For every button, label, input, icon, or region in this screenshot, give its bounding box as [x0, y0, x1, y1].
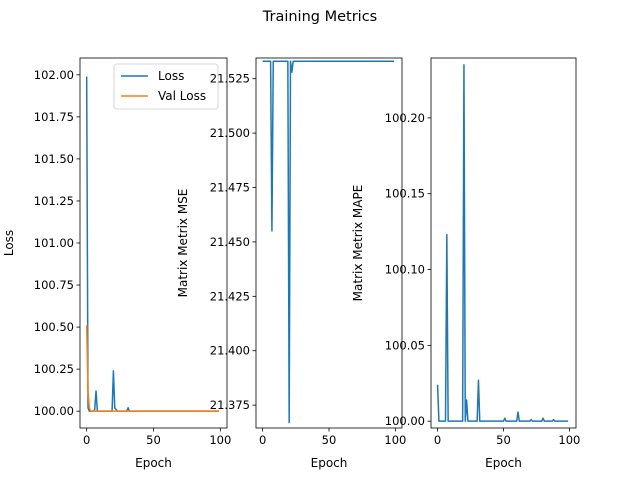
y-tick-label: 100.50 [34, 320, 74, 334]
subplot-3: 0 50 100 100.00 100.05 100.10 100.15 100.20 Epoc… [351, 57, 580, 470]
legend: Loss Val Loss [113, 63, 219, 110]
series-line-loss [85, 76, 219, 412]
y-axis-label: Loss [2, 230, 16, 256]
series-line-2-1 [262, 60, 395, 424]
axes-frame [255, 57, 403, 429]
x-tick-label: 50 [146, 433, 161, 447]
y-tick-label: 100.10 [385, 263, 425, 277]
y-tick-label: 21.525 [210, 72, 250, 86]
figure-title: Training Metrics [262, 9, 377, 25]
x-axis-label: Epoch [311, 456, 348, 470]
y-tick-label: 21.425 [210, 289, 250, 303]
y-tick-label: 100.20 [385, 111, 425, 125]
y-tick-label: 21.500 [210, 126, 250, 140]
y-tick-label: 101.25 [34, 194, 74, 208]
y-tick-label: 100.00 [385, 414, 425, 428]
axes-frame [79, 57, 228, 429]
y-tick-label: 100.25 [34, 362, 74, 376]
x-axis-label: Epoch [485, 456, 522, 470]
axes-frame [430, 57, 577, 429]
x-tick-label: 50 [322, 433, 337, 447]
x-tick-label: 100 [384, 433, 406, 447]
y-axis-label: Matrix Metrix MAPE [351, 185, 365, 302]
y-tick-label: 101.75 [34, 110, 74, 124]
series-line-3-1 [436, 64, 569, 422]
subplot-2: 0 50 100 21.375 21.400 21.425 21.450 21.475 21.5… [176, 57, 406, 470]
y-tick-label: 100.00 [34, 404, 74, 418]
subplot-1: 0 50 100 100.00 100.25 100.50 100.75 101.00 101.… [2, 57, 231, 470]
y-tick-label: 21.400 [210, 344, 250, 358]
x-tick-label: 0 [434, 433, 441, 447]
y-tick-label: 100.75 [34, 278, 74, 292]
x-tick-label: 100 [558, 433, 580, 447]
y-tick-label: 102.00 [34, 68, 74, 82]
y-tick-label: 100.15 [385, 187, 425, 201]
legend-entry: Loss [158, 69, 184, 83]
y-axis-label: Matrix Metrix MSE [176, 189, 190, 298]
y-tick-label: 21.375 [210, 398, 250, 412]
x-tick-label: 0 [83, 433, 90, 447]
series-line-val-loss [85, 325, 219, 412]
x-tick-label: 50 [496, 433, 511, 447]
legend-entry: Val Loss [158, 89, 206, 103]
x-tick-label: 0 [259, 433, 266, 447]
y-tick-label: 21.450 [210, 235, 250, 249]
y-tick-label: 101.00 [34, 236, 74, 250]
x-tick-label: 100 [209, 433, 231, 447]
x-axis-label: Epoch [135, 456, 172, 470]
y-tick-label: 21.475 [210, 181, 250, 195]
y-tick-label: 100.05 [385, 338, 425, 352]
y-tick-label: 101.50 [34, 152, 74, 166]
